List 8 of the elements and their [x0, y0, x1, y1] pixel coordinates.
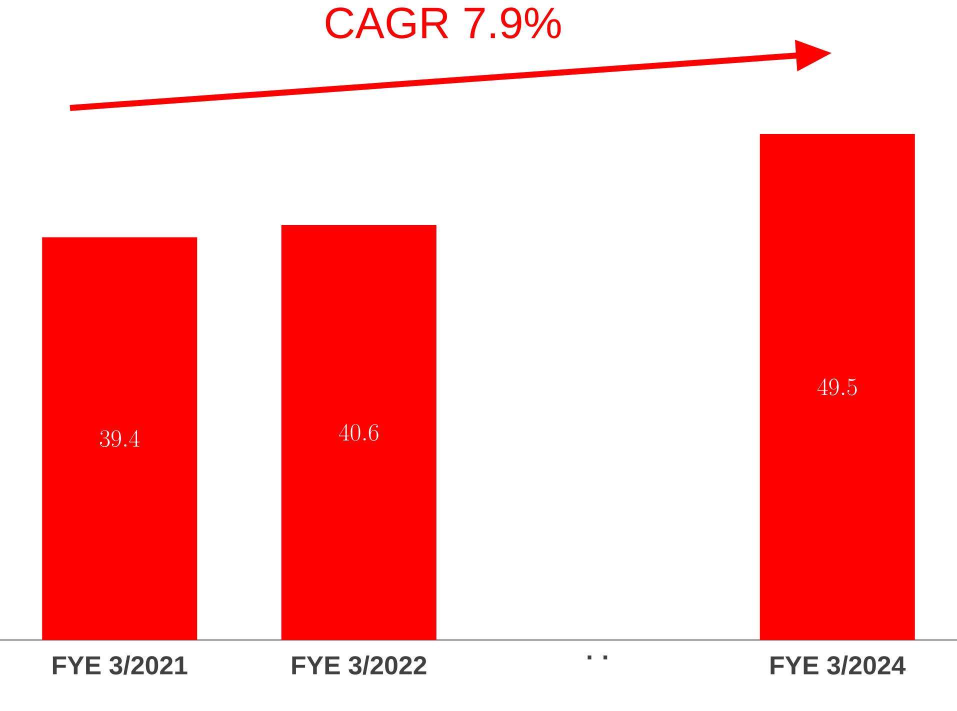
x-tick-label: FYE 3/2021 — [52, 656, 188, 675]
chart-title: CAGR 7.9% — [326, 7, 561, 38]
data-label: 40.6 — [338, 424, 378, 441]
x-tick-label: FYE 3/2024 — [770, 656, 906, 675]
x-tick-label: FYE 3/2022 — [292, 656, 426, 675]
x-tick-label: · · — [588, 656, 608, 660]
data-label: 39.4 — [100, 430, 140, 448]
data-label: 49.5 — [817, 378, 857, 396]
